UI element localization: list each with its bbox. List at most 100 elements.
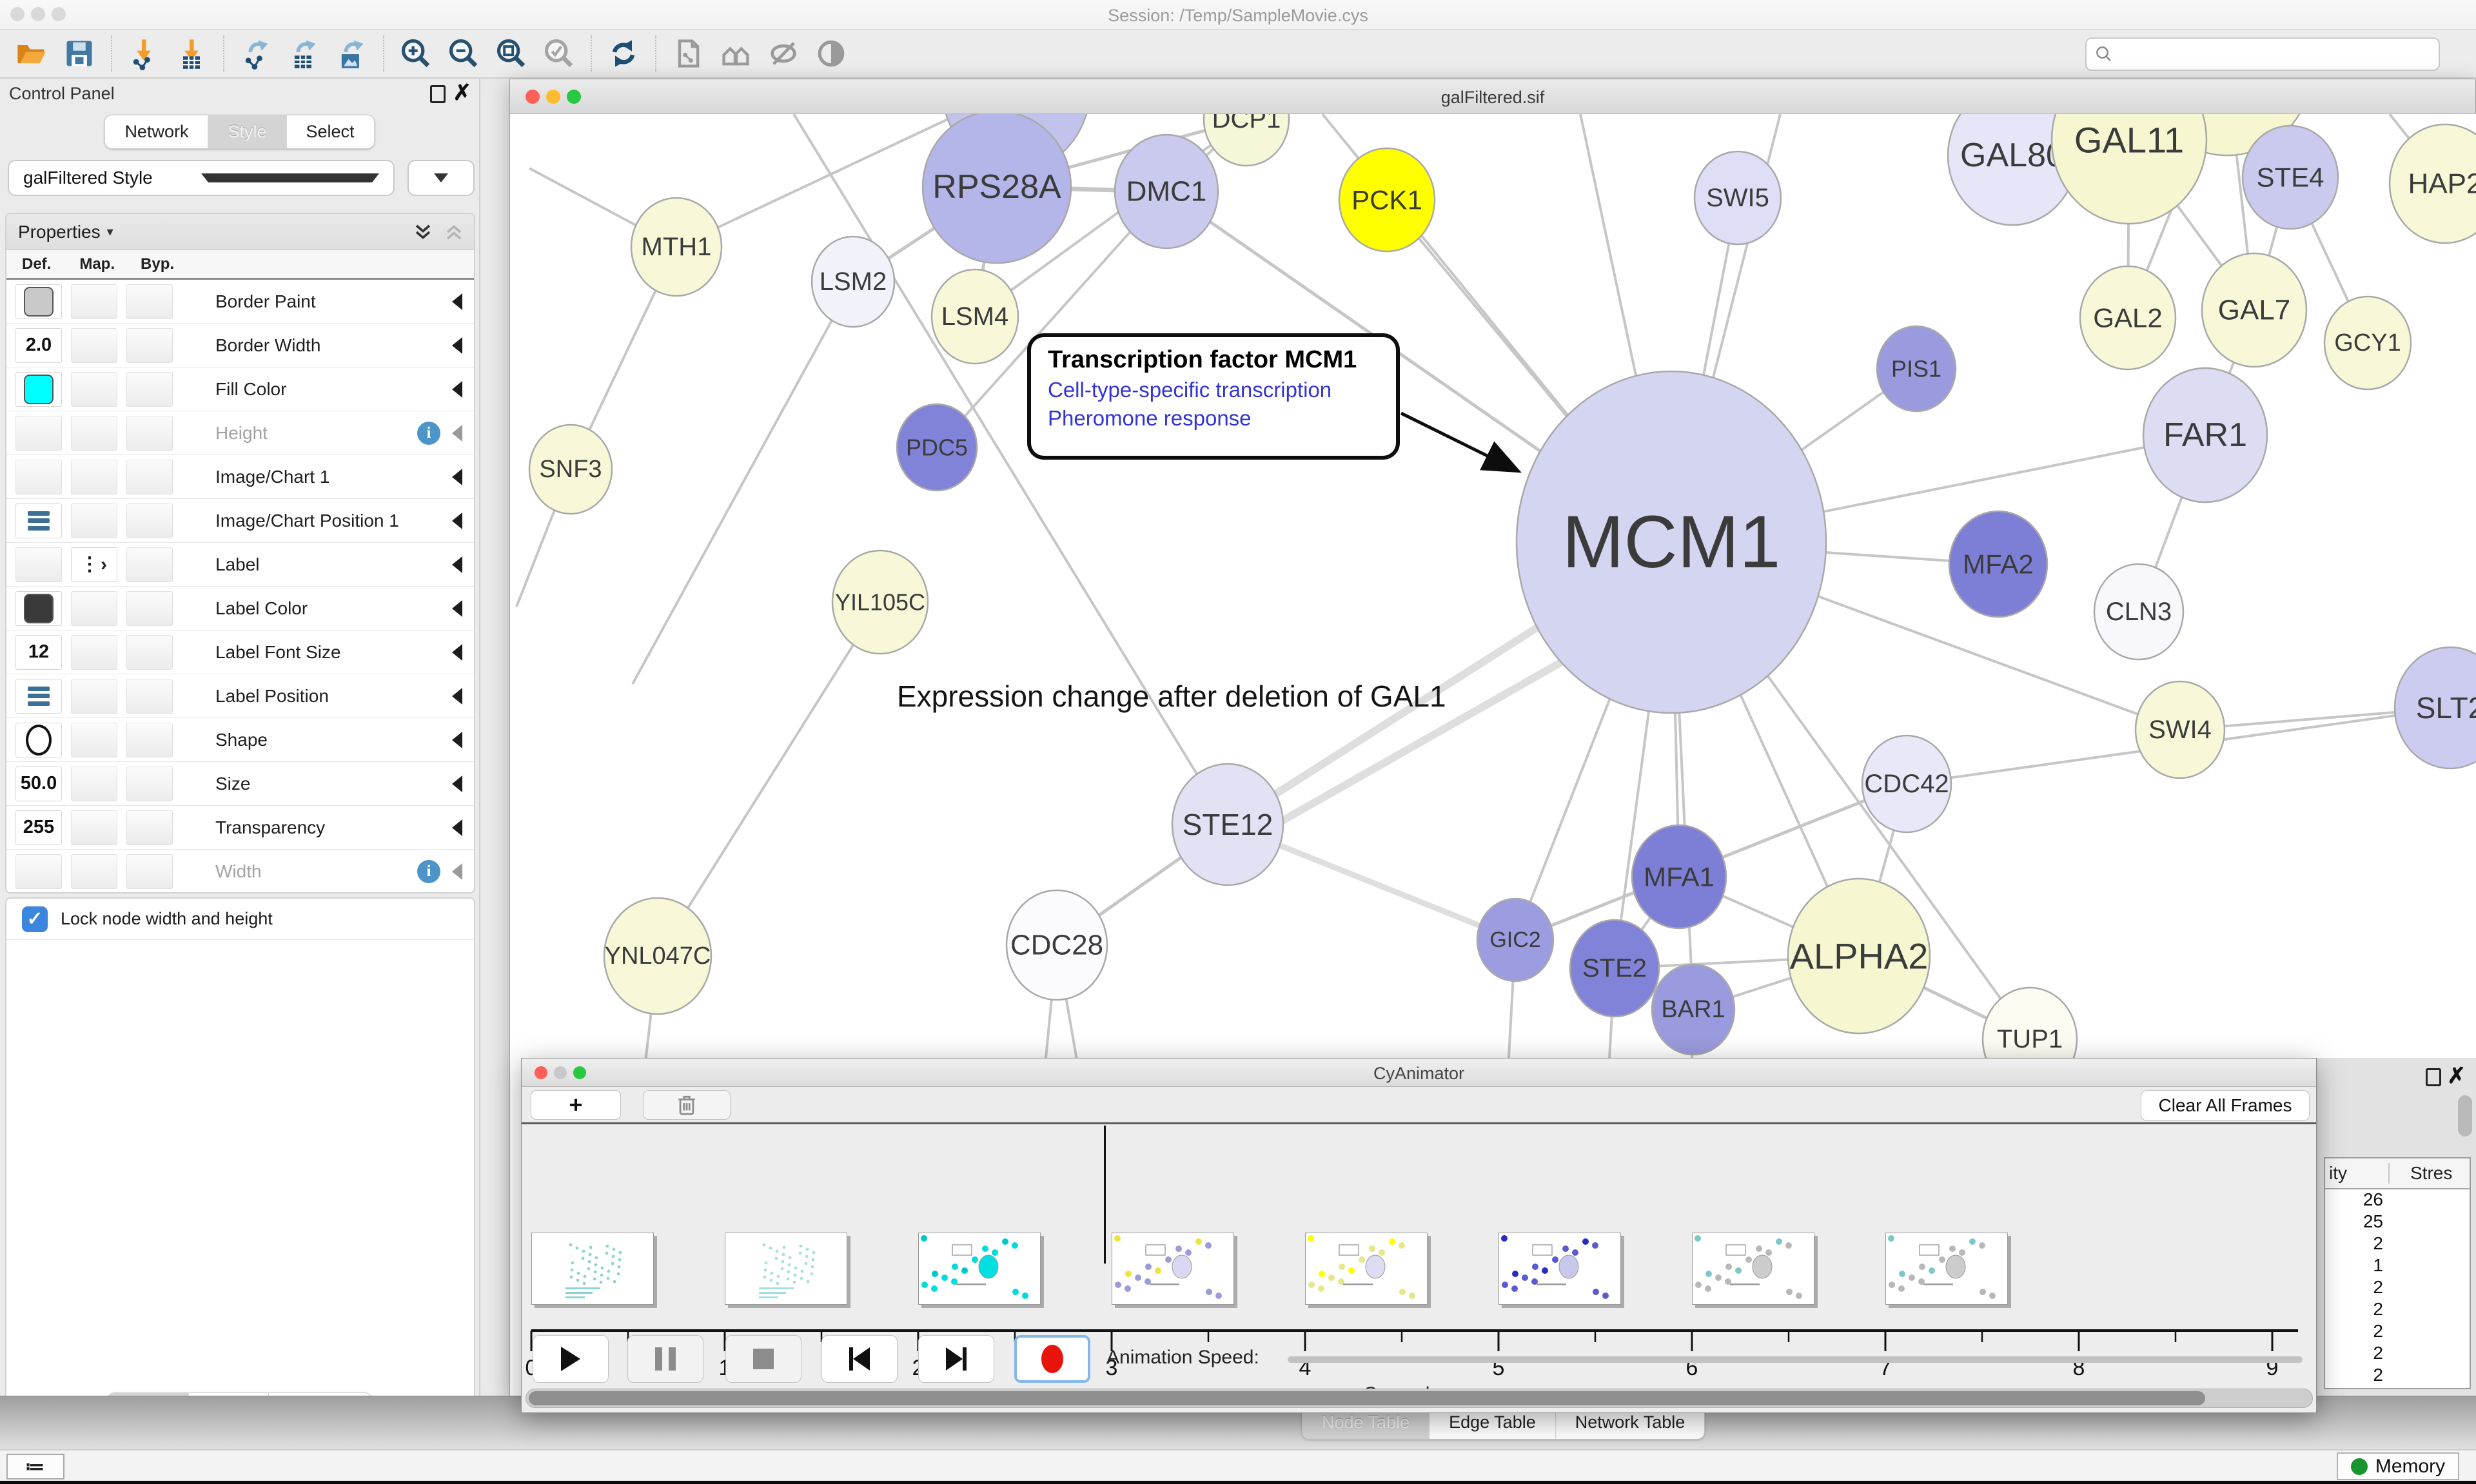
network-node-GIC2[interactable] — [1476, 897, 1555, 982]
expand-all-icon[interactable] — [412, 221, 434, 243]
empty-cell[interactable] — [71, 634, 117, 670]
empty-cell[interactable] — [15, 415, 62, 451]
network-node-STE4[interactable] — [2241, 124, 2339, 230]
annotation-box[interactable]: Transcription factor MCM1 Cell-type-spec… — [1027, 333, 1400, 460]
frame-thumbnail-7[interactable] — [1692, 1233, 1814, 1305]
record-button[interactable] — [1014, 1335, 1090, 1383]
network-node-FAR1[interactable] — [2142, 367, 2268, 503]
search-input[interactable] — [2114, 40, 2439, 68]
expand-row-arrow-icon[interactable] — [452, 337, 462, 354]
empty-cell[interactable] — [126, 678, 173, 714]
clear-all-frames-button[interactable]: Clear All Frames — [2141, 1090, 2310, 1121]
memory-button[interactable]: Memory — [2337, 1452, 2459, 1480]
network-node-SLT2[interactable] — [2393, 646, 2476, 770]
expand-row-arrow-icon[interactable] — [452, 643, 462, 661]
empty-cell[interactable] — [126, 810, 173, 845]
float-panel-icon[interactable] — [430, 85, 446, 103]
empty-cell[interactable] — [71, 459, 117, 494]
expand-row-arrow-icon[interactable] — [452, 600, 462, 617]
table-row[interactable]: 26 — [2363, 1189, 2383, 1209]
import-table-button[interactable] — [168, 34, 215, 73]
network-node-YNL047C[interactable] — [603, 897, 712, 1015]
float-panel-icon[interactable] — [2426, 1068, 2441, 1086]
stop-button[interactable] — [725, 1335, 801, 1383]
property-row[interactable]: Width i — [6, 850, 474, 892]
table-column-header[interactable]: Stres — [2388, 1163, 2452, 1184]
minimize-icon[interactable] — [546, 90, 560, 104]
frames-timeline[interactable]: 0123456789Seconds — [522, 1126, 2316, 1403]
network-node-LSM4[interactable] — [930, 268, 1019, 365]
network-node-RPS28A[interactable] — [921, 114, 1072, 264]
info-icon[interactable]: i — [417, 421, 440, 445]
empty-cell[interactable] — [126, 371, 173, 407]
annotation-link[interactable]: Pheromone response — [1048, 406, 1252, 430]
property-row[interactable]: 50.0 Size — [6, 762, 474, 806]
timeline-playhead[interactable] — [1104, 1126, 1106, 1264]
empty-cell[interactable] — [126, 415, 173, 451]
expand-row-arrow-icon[interactable] — [452, 775, 462, 792]
empty-cell[interactable] — [71, 766, 117, 801]
expand-row-arrow-icon[interactable] — [452, 424, 462, 442]
checkbox-checked-icon[interactable]: ✓ — [22, 906, 48, 932]
annotation-link[interactable]: Cell-type-specific transcription — [1048, 378, 1332, 402]
table-scrollbar[interactable] — [2458, 1095, 2472, 1137]
cyanimator-hscrollbar-thumb[interactable] — [529, 1391, 2205, 1405]
network-node-DCP1[interactable] — [1203, 114, 1290, 167]
empty-cell[interactable] — [126, 591, 173, 626]
empty-cell[interactable] — [71, 678, 117, 714]
network-node-PDC5[interactable] — [896, 403, 978, 492]
network-node-CDC42[interactable] — [1861, 734, 1952, 834]
discrete-mapping-icon[interactable]: ⋮› — [71, 547, 117, 582]
position-icon[interactable] — [15, 503, 62, 538]
add-frame-button[interactable]: + — [531, 1090, 621, 1120]
empty-cell[interactable] — [126, 327, 173, 363]
color-swatch[interactable] — [15, 591, 62, 626]
zoom-fit-button[interactable] — [487, 34, 535, 73]
import-network-button[interactable] — [120, 34, 168, 73]
animation-speed-slider[interactable] — [1288, 1335, 2303, 1383]
group-nodes-button[interactable] — [712, 34, 760, 73]
collapse-all-icon[interactable] — [443, 221, 465, 243]
network-node-SNF3[interactable] — [528, 424, 613, 515]
table-row[interactable]: 2 — [2373, 1233, 2383, 1253]
network-node-GAL11[interactable] — [2050, 114, 2208, 225]
expand-row-arrow-icon[interactable] — [452, 863, 462, 880]
color-swatch[interactable] — [15, 371, 62, 407]
property-row[interactable]: Fill Color — [6, 367, 474, 411]
play-button[interactable] — [533, 1335, 609, 1383]
property-row[interactable]: ⋮› Label — [6, 543, 474, 587]
zoom-selected-button[interactable] — [535, 34, 583, 73]
lock-size-row[interactable]: ✓ Lock node width and height — [6, 899, 474, 940]
expand-row-arrow-icon[interactable] — [452, 556, 462, 573]
cyanimator-hscrollbar[interactable] — [526, 1389, 2313, 1408]
maximize-icon[interactable] — [573, 1066, 586, 1079]
table-row[interactable]: 2 — [2373, 1365, 2383, 1385]
expand-row-arrow-icon[interactable] — [452, 819, 462, 836]
default-value[interactable]: 2.0 — [15, 327, 62, 363]
frame-thumbnail-5[interactable] — [1305, 1233, 1428, 1305]
network-node-MFA1[interactable] — [1631, 824, 1727, 930]
network-node-LSM2[interactable] — [811, 235, 896, 328]
frame-thumbnail-3[interactable] — [918, 1233, 1041, 1305]
default-value[interactable]: 50.0 — [15, 766, 62, 801]
empty-cell[interactable] — [71, 810, 117, 845]
network-node-GAL2[interactable] — [2079, 265, 2177, 371]
tab-style[interactable]: Style — [208, 115, 287, 148]
export-network-button[interactable] — [232, 34, 280, 73]
table-row[interactable]: 2 — [2373, 1299, 2383, 1319]
empty-cell[interactable] — [15, 459, 62, 494]
property-row[interactable]: Label Color — [6, 587, 474, 630]
zoom-out-button[interactable] — [440, 34, 487, 73]
empty-cell[interactable] — [126, 459, 173, 494]
empty-cell[interactable] — [126, 503, 173, 538]
property-row[interactable]: Border Paint — [6, 280, 474, 324]
table-row[interactable]: 25 — [2363, 1211, 2383, 1231]
network-node-GAL7[interactable] — [2201, 252, 2308, 368]
tab-network[interactable]: Network — [105, 115, 209, 148]
maximize-icon[interactable] — [567, 90, 581, 104]
empty-cell[interactable] — [126, 722, 173, 757]
expand-row-arrow-icon[interactable] — [452, 468, 462, 485]
network-node-CLN3[interactable] — [2093, 563, 2185, 661]
color-swatch[interactable] — [15, 284, 62, 319]
empty-cell[interactable] — [71, 591, 117, 626]
